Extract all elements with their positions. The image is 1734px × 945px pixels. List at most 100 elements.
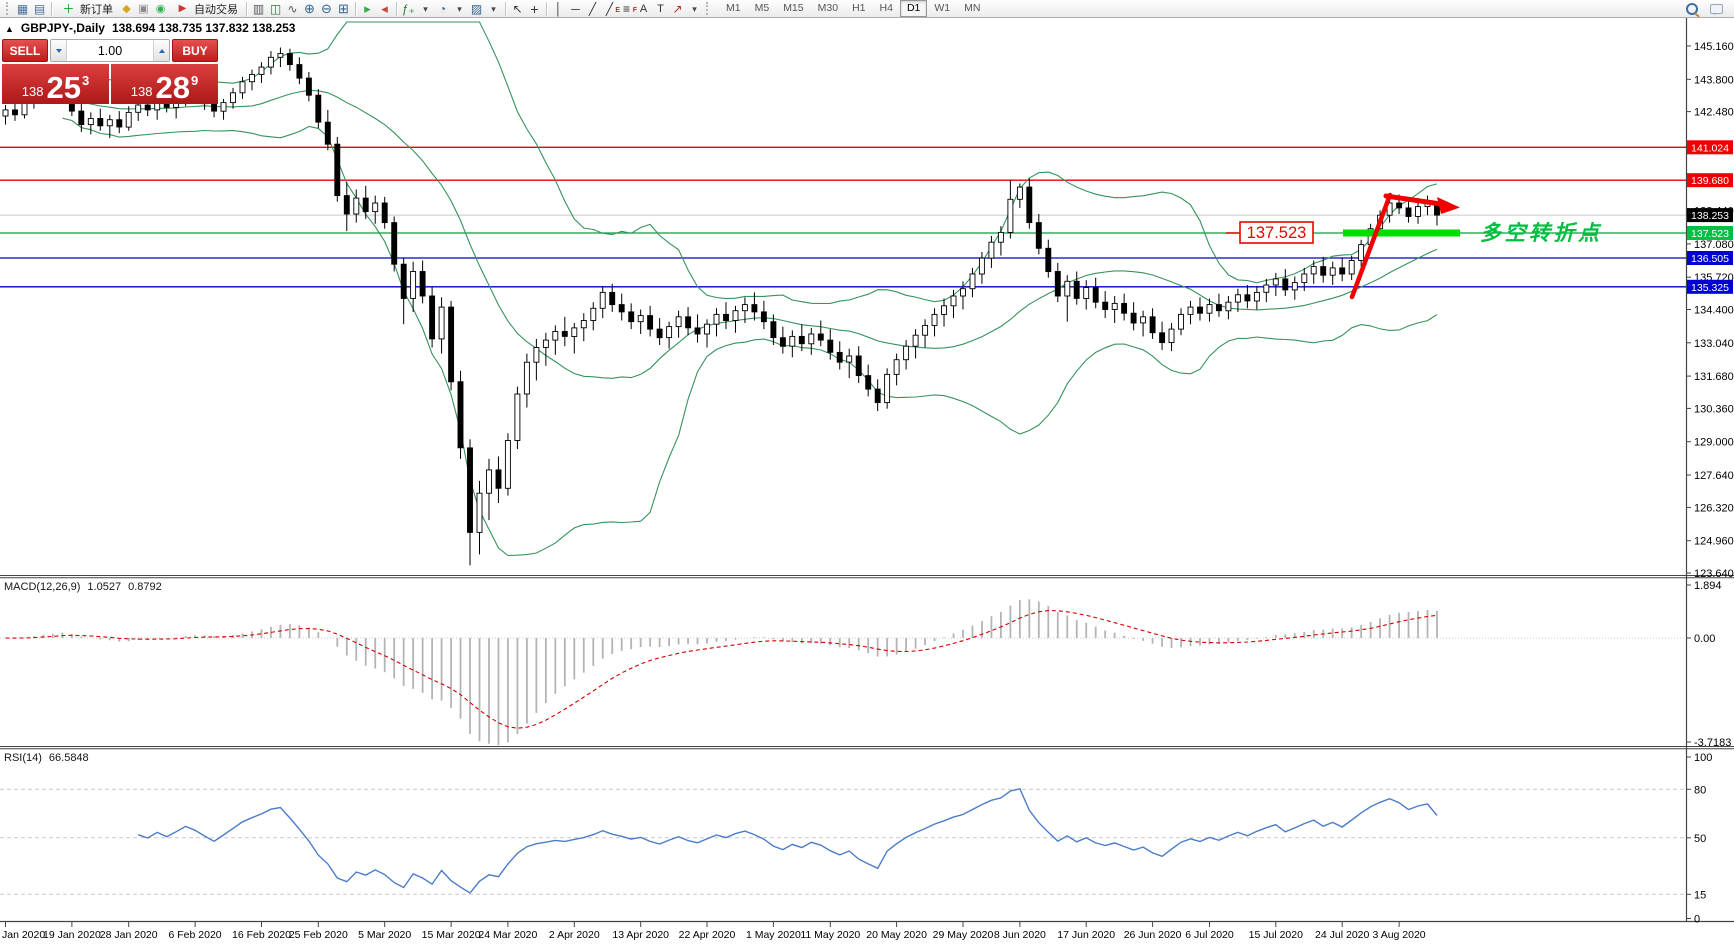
search-icon[interactable] <box>1686 2 1698 15</box>
bar-chart-icon[interactable]: ▥ <box>250 1 267 16</box>
svg-text:6 Jul 2020: 6 Jul 2020 <box>1185 929 1234 941</box>
arrows-icon[interactable]: ↗ <box>669 1 686 16</box>
timeframe-m15[interactable]: M15 <box>783 2 804 14</box>
dropdown-caret[interactable]: ▾ <box>451 1 468 16</box>
text-label-icon[interactable]: T <box>652 1 669 16</box>
volume-decrease-button[interactable] <box>51 40 67 61</box>
chart-colors-icon[interactable]: ◆ <box>118 1 135 16</box>
trend-arrow-up-segment[interactable] <box>1349 192 1393 300</box>
dropdown-caret-glyph: ▾ <box>423 3 428 14</box>
macd-histogram <box>14 599 1438 745</box>
timeframe-d1[interactable]: D1 <box>899 0 928 17</box>
svg-text:137.523: 137.523 <box>1691 228 1729 240</box>
vertical-line-icon[interactable]: │ <box>550 1 567 16</box>
svg-text:50: 50 <box>1694 833 1706 845</box>
svg-text:0.00: 0.00 <box>1694 633 1715 645</box>
buy-button[interactable]: BUY <box>172 39 218 62</box>
templates-icon-glyph: ▨ <box>470 1 483 16</box>
svg-text:133.040: 133.040 <box>1694 338 1734 350</box>
buy-price-prefix: 138 <box>130 84 153 99</box>
macd-main-value: 1.0527 <box>87 581 122 593</box>
timeframe-bar: M1 M5 M15 M30 H1 H4 D1 W1 MN <box>719 0 987 17</box>
svg-text:124.960: 124.960 <box>1694 536 1734 548</box>
svg-text:6 Feb 2020: 6 Feb 2020 <box>169 929 222 941</box>
equidistant-channel-icon[interactable]: ╱ E <box>601 1 620 16</box>
chat-icon[interactable] <box>1710 3 1723 15</box>
svg-text:1.894: 1.894 <box>1694 580 1722 592</box>
sell-price-big: 25 <box>46 69 81 105</box>
chart-canvas[interactable]: 137.523多空转折点145.160143.800142.480138.440… <box>0 18 1734 945</box>
price-annotation-box[interactable]: 137.523 <box>1239 221 1314 244</box>
chart-shift-icon[interactable]: ◂ <box>376 1 393 16</box>
trend-arrow-shaft[interactable] <box>1383 193 1444 207</box>
timeframe-m5[interactable]: M5 <box>754 2 770 14</box>
auto-scroll-icon[interactable]: ▸ <box>359 1 376 16</box>
zoom-out-icon[interactable]: ⊖ <box>318 1 335 16</box>
collapse-trade-panel-arrow[interactable]: ▲ <box>5 24 14 34</box>
text-icon[interactable]: A <box>635 1 652 16</box>
macd-name: MACD(12,26,9) <box>4 581 81 593</box>
line-chart-icon-glyph: ∿ <box>287 1 298 16</box>
svg-text:135.325: 135.325 <box>1691 282 1729 294</box>
auto-trading-button[interactable]: ▶ 自动交易 <box>169 1 243 16</box>
sell-button[interactable]: SELL <box>2 39 48 62</box>
periods-icon[interactable]: ◔ <box>434 1 451 16</box>
data-window-icon[interactable]: ▤ <box>31 1 48 16</box>
svg-text:3 Aug 2020: 3 Aug 2020 <box>1373 929 1426 941</box>
dropdown-caret[interactable]: ▾ <box>686 1 703 16</box>
volume-increase-button[interactable] <box>153 40 169 61</box>
toolbar-grip[interactable] <box>6 2 11 15</box>
rsi-name: RSI(14) <box>4 752 42 764</box>
dropdown-caret[interactable]: ▾ <box>485 1 502 16</box>
new-order-icon: ＋ <box>62 1 75 16</box>
timeframe-m30[interactable]: M30 <box>817 2 839 14</box>
svg-text:145.160: 145.160 <box>1694 41 1734 53</box>
tile-windows-icon[interactable]: ⊞ <box>335 1 352 16</box>
charts-window-icon[interactable]: ▦ <box>14 1 31 16</box>
bollinger-middle-band <box>62 89 1438 379</box>
svg-text:143.800: 143.800 <box>1694 74 1734 86</box>
new-order-button[interactable]: ＋ 新订单 <box>55 1 118 16</box>
candlestick-chart-icon[interactable]: ◫ <box>267 1 284 16</box>
crosshair-icon[interactable]: + <box>526 1 543 16</box>
indicators-icon[interactable]: ƒ₊ <box>400 1 417 16</box>
fibonacci-icon[interactable]: ≡ F <box>618 1 637 16</box>
templates-icon[interactable]: ▨ <box>468 1 485 16</box>
toolbar-grip[interactable] <box>706 2 711 15</box>
horizontal-line-icon[interactable]: ─ <box>567 1 584 16</box>
timeframe-h4[interactable]: H4 <box>879 2 893 14</box>
toolbar: ▦ ▤ ＋ 新订单 ◆ ▣ ◉ ▶ 自动交易 ▥ ◫ ∿ ⊕ ⊖ ⊞ ▸ ◂ ƒ₊ ▾ ◔ ▾ ▨ ▾ ↖ + │ ─ ╱ ╱ E ≡ F A T… <box>0 0 1734 18</box>
dropdown-caret-glyph: ▾ <box>457 3 462 14</box>
trendline-icon[interactable]: ╱ <box>584 1 601 16</box>
toolbar-separator <box>505 1 506 16</box>
volume-input[interactable] <box>67 40 153 61</box>
support-zone-green-bar[interactable] <box>1343 229 1460 237</box>
sell-price-display[interactable]: 138 25 3 <box>2 64 109 104</box>
timeframe-w1[interactable]: W1 <box>934 2 951 14</box>
auto-scroll-icon-glyph: ▸ <box>364 0 371 16</box>
price-chip: 141.024 <box>1687 140 1733 155</box>
rsi-axis: 100 80 50 15 0 <box>1686 752 1712 926</box>
timeframe-mn[interactable]: MN <box>964 2 981 14</box>
timeframe-m1[interactable]: M1 <box>726 2 741 14</box>
profiles-icon-glyph: ▣ <box>138 2 149 15</box>
signals-icon[interactable]: ◉ <box>152 1 169 16</box>
cursor-icon[interactable]: ↖ <box>509 1 526 16</box>
timeframe-h1[interactable]: H1 <box>852 2 866 14</box>
profiles-icon[interactable]: ▣ <box>135 1 152 16</box>
bar-chart-icon-glyph: ▥ <box>252 1 265 16</box>
rsi-indicator-label: RSI(14) 66.5848 <box>4 752 89 764</box>
svg-text:25 Feb 2020: 25 Feb 2020 <box>289 929 348 941</box>
svg-text:17 Jun 2020: 17 Jun 2020 <box>1057 929 1115 941</box>
note-text-annotation[interactable]: 多空转折点 <box>1480 221 1603 245</box>
price-chips: 141.024 139.680 138.253 137.523 136.505 135.3… <box>1687 140 1733 294</box>
toolbar-right-icons <box>1686 2 1723 15</box>
triangle-down-icon <box>55 48 62 53</box>
svg-text:131.680: 131.680 <box>1694 371 1734 383</box>
buy-price-display[interactable]: 138 28 9 <box>111 64 218 104</box>
zoom-in-icon[interactable]: ⊕ <box>301 1 318 16</box>
line-chart-icon[interactable]: ∿ <box>284 1 301 16</box>
toolbar-separator <box>246 1 247 16</box>
dropdown-caret[interactable]: ▾ <box>417 1 434 16</box>
